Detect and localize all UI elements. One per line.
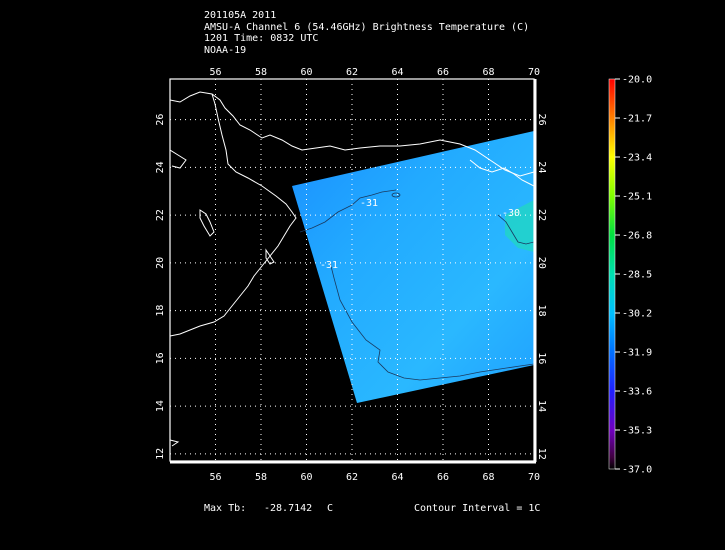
max-tb-unit: C <box>327 503 334 514</box>
lat-tick-right: 22 <box>536 209 547 221</box>
colorbar-tick-labels: -20.0 -21.7 -23.4 -25.1 -26.8 -28.5 -30.2 -31.9… <box>615 75 652 476</box>
colorbar-tick-label: -35.3 <box>622 426 652 437</box>
colorbar-tick-label: -33.6 <box>622 387 652 398</box>
grid-layer <box>170 79 535 461</box>
warm-patch <box>505 200 534 252</box>
lon-tick-top: 58 <box>255 67 267 78</box>
lat-tick-left: 16 <box>155 352 166 364</box>
lat-tick-left: 20 <box>155 257 166 269</box>
lat-tick-left: 12 <box>155 448 166 460</box>
coastline <box>170 91 534 177</box>
colorbar-tick-label: -20.0 <box>622 75 652 86</box>
colorbar-tick-label: -30.2 <box>622 309 652 320</box>
colorbar-tick-label: -37.0 <box>622 465 652 476</box>
max-tb-label: Max Tb: <box>204 503 247 514</box>
contour-label: -31 <box>320 260 338 271</box>
lon-tick-top: 68 <box>482 67 494 78</box>
latitude-tick-labels: 12 12 14 14 16 16 18 18 20 20 22 22 24 24 26 26 <box>155 114 547 460</box>
colorbar-tick-label: -26.8 <box>622 231 652 242</box>
coastline <box>170 439 180 447</box>
header-line-time: 1201 Time: 0832 UTC <box>204 33 319 44</box>
lat-tick-left: 18 <box>155 305 166 317</box>
lon-tick-bottom: 70 <box>528 472 540 483</box>
lon-tick-top: 60 <box>300 67 312 78</box>
lat-tick-left: 26 <box>155 114 166 126</box>
lon-tick-top: 62 <box>346 67 358 78</box>
swath-layer: -31 -30 -31 <box>292 131 534 403</box>
contour-label: -31 <box>360 198 378 209</box>
coastline <box>469 159 534 187</box>
lon-tick-bottom: 56 <box>209 472 221 483</box>
lat-tick-left: 22 <box>155 209 166 221</box>
colorbar-tick-label: -21.7 <box>622 114 652 125</box>
lon-tick-top: 64 <box>391 67 403 78</box>
header-line-satellite: NOAA-19 <box>204 44 247 56</box>
contour-interval: Contour Interval = 1C <box>414 503 541 514</box>
lat-tick-right: 12 <box>536 448 547 460</box>
lat-tick-right: 16 <box>536 352 547 364</box>
lat-tick-right: 14 <box>536 400 547 412</box>
colorbar-tick-label: -28.5 <box>622 270 652 281</box>
lon-tick-bottom: 58 <box>255 472 267 483</box>
colorbar-tick-label: -31.9 <box>622 348 652 359</box>
lon-tick-bottom: 60 <box>300 472 312 483</box>
lat-tick-right: 24 <box>536 161 547 173</box>
lon-tick-top: 56 <box>209 67 221 78</box>
colorbar <box>608 78 616 470</box>
lon-tick-bottom: 62 <box>346 472 358 483</box>
lat-tick-right: 26 <box>536 114 547 126</box>
lon-tick-top: 66 <box>437 67 449 78</box>
header-line-date: 201105A 2011 <box>204 10 277 21</box>
colorbar-tick-label: -23.4 <box>622 153 652 164</box>
contour-line <box>391 192 401 198</box>
lat-tick-right: 18 <box>536 305 547 317</box>
header-line-title: AMSU-A Channel 6 (54.46GHz) Brightness T… <box>204 21 530 33</box>
coastline <box>170 93 297 337</box>
plot-header: 201105A 2011 AMSU-A Channel 6 (54.46GHz)… <box>204 10 529 56</box>
lon-tick-bottom: 68 <box>482 472 494 483</box>
lat-tick-right: 20 <box>536 257 547 269</box>
lat-tick-left: 24 <box>155 161 166 173</box>
lon-tick-bottom: 64 <box>391 472 403 483</box>
contour-label: -30 <box>502 208 520 219</box>
coastline-layer <box>170 91 534 447</box>
max-tb-value: -28.7142 <box>264 503 313 514</box>
coastline <box>265 248 275 265</box>
coastline <box>199 209 215 237</box>
coastline <box>170 149 187 169</box>
lat-tick-left: 14 <box>155 400 166 412</box>
lon-tick-bottom: 66 <box>437 472 449 483</box>
longitude-tick-labels: 56 56 58 58 60 60 62 62 64 64 66 66 68 68 70 70 <box>209 67 540 483</box>
contour-line <box>497 214 534 245</box>
lon-tick-top: 70 <box>528 67 540 78</box>
colorbar-tick-label: -25.1 <box>622 192 652 203</box>
